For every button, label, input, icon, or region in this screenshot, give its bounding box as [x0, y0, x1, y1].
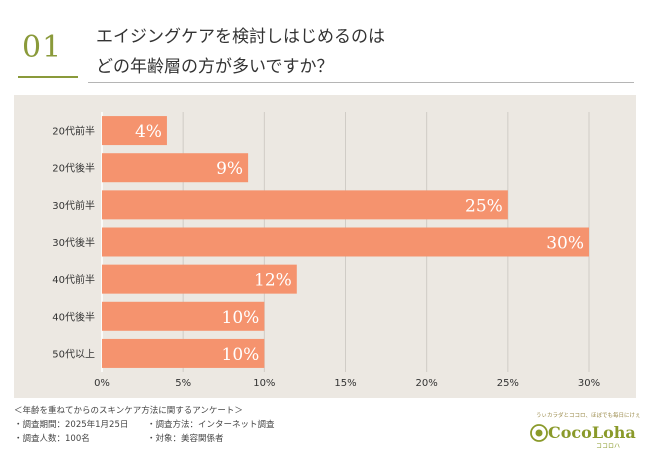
data-label: 30% — [546, 234, 584, 254]
x-tick-label: 15% — [334, 378, 356, 389]
bar — [102, 301, 265, 331]
bar — [102, 190, 508, 220]
survey-title: ＜年齢を重ねてからのスキンケア方法に関するアンケート＞ — [14, 406, 243, 416]
header-divider — [88, 82, 634, 83]
survey-target: ・対象：美容関係者 — [147, 434, 224, 444]
data-label: 10% — [222, 345, 260, 365]
question-number-underline — [18, 76, 78, 78]
data-label: 10% — [222, 308, 260, 328]
x-tick-label: 10% — [253, 378, 275, 389]
logo-mark-icon — [530, 424, 548, 442]
data-label: 9% — [216, 159, 243, 179]
category-label: 20代前半 — [52, 125, 95, 138]
data-label: 25% — [465, 196, 503, 216]
category-label: 40代後半 — [52, 310, 95, 323]
bar — [102, 338, 265, 368]
bar — [102, 264, 297, 294]
question-title-line2: どの年齢層の方が多いですか？ — [96, 57, 334, 77]
x-tick-label: 30% — [578, 378, 600, 389]
x-tick-label: 0% — [94, 378, 110, 389]
x-tick-label: 25% — [497, 378, 519, 389]
category-label: 30代後半 — [52, 236, 95, 249]
survey-count: ・調査人数：100名 — [14, 434, 90, 444]
category-label: 20代後半 — [52, 162, 95, 175]
data-label: 4% — [135, 122, 162, 142]
category-label: 30代前半 — [52, 199, 95, 212]
bar — [102, 153, 249, 183]
question-title: エイジングケアを検討しはじめるのは どの年齢層の方が多いですか？ — [96, 22, 385, 82]
category-label: 40代前半 — [52, 273, 95, 286]
logo-tagline: うぃカラダとココロ、ほぼでも毎日にけぇ — [536, 413, 641, 419]
category-label: 50代以上 — [52, 348, 95, 360]
x-tick-label: 20% — [416, 378, 438, 389]
survey-period: ・調査期間：2025年1月25日 — [14, 420, 129, 430]
question-title-line1: エイジングケアを検討しはじめるのは — [96, 27, 385, 47]
x-tick-label: 5% — [175, 378, 191, 389]
logo-sub: ココロハ — [596, 443, 621, 450]
survey-notes: ＜年齢を重ねてからのスキンケア方法に関するアンケート＞ ・調査期間：2025年1… — [14, 404, 275, 446]
survey-method: ・調査方法：インターネット調査 — [147, 420, 275, 430]
logo-name: CocoLoha — [548, 423, 636, 442]
data-label: 12% — [254, 271, 292, 291]
bar — [102, 227, 589, 257]
question-number: 01 — [22, 30, 63, 65]
bar — [102, 116, 167, 146]
